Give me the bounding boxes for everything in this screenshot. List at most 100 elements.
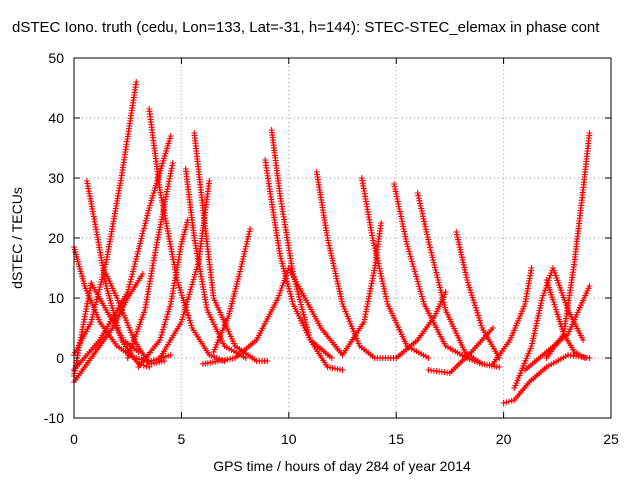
data-point-marker [161, 321, 168, 328]
series-pass-20 [285, 220, 385, 358]
data-point-marker [158, 331, 165, 338]
series-pass-17 [199, 265, 292, 367]
y-tick-label: 40 [48, 110, 64, 126]
data-point-marker [297, 298, 304, 305]
data-point-marker [133, 253, 140, 260]
data-point-marker [423, 228, 430, 235]
data-point-marker [167, 352, 174, 358]
y-tick-label: 30 [48, 170, 64, 186]
series-pass-28 [511, 265, 587, 391]
series-pass-30 [543, 277, 589, 361]
data-point-marker [425, 236, 432, 243]
data-point-marker [326, 242, 333, 249]
data-point-marker [417, 200, 423, 207]
series-pass-23 [393, 289, 449, 361]
data-point-marker [426, 241, 433, 248]
data-point-marker [528, 265, 535, 271]
chart-title: dSTEC Iono. truth (cedu, Lon=133, Lat=-3… [12, 19, 600, 36]
data-point-marker [178, 289, 185, 296]
data-point-marker [139, 230, 146, 237]
data-point-marker [206, 178, 213, 184]
data-point-marker [378, 275, 385, 282]
data-point-marker [184, 309, 191, 316]
data-point-marker [130, 266, 137, 273]
data-point-marker [136, 243, 143, 250]
data-point-marker [137, 238, 144, 245]
y-tick-label: 10 [48, 290, 64, 306]
data-point-marker [421, 218, 428, 225]
data-point-marker [325, 237, 331, 244]
data-point-marker [586, 283, 593, 289]
y-tick-label: 0 [56, 350, 64, 366]
data-point-marker [500, 400, 507, 406]
data-point-marker [166, 303, 173, 310]
data-point-marker [247, 226, 254, 232]
data-point-marker [464, 279, 471, 286]
data-point-marker [460, 261, 467, 268]
data-point-marker [414, 190, 421, 196]
data-point-marker [306, 331, 312, 338]
y-tick-label: 50 [48, 50, 64, 66]
series-pass-12 [191, 130, 271, 364]
series-pass-29 [543, 130, 593, 361]
data-point-marker [144, 210, 151, 217]
data-point-marker [163, 313, 170, 320]
data-point-marker [378, 220, 385, 226]
data-point-marker [299, 306, 306, 313]
series-group [71, 79, 593, 406]
x-tick-labels: 0 5 10 15 20 25 [70, 431, 619, 447]
data-point-marker [580, 337, 587, 343]
data-point-marker [139, 271, 146, 277]
series-pass-25 [425, 325, 496, 376]
data-point-marker [382, 290, 389, 297]
series-pass-31 [522, 283, 593, 373]
y-tick-labels: -10 0 10 20 30 40 50 [44, 50, 64, 426]
data-point-marker [304, 326, 311, 333]
data-point-marker [427, 244, 433, 251]
data-point-marker [156, 337, 163, 343]
series-pass-18 [313, 169, 400, 361]
data-point-marker [471, 299, 478, 306]
data-point-marker [339, 367, 346, 373]
data-point-marker [458, 251, 465, 258]
data-point-marker [538, 300, 545, 307]
data-point-marker [135, 349, 142, 355]
data-point-marker [422, 223, 429, 230]
data-point-marker [159, 329, 166, 336]
data-point-marker [167, 173, 174, 180]
series-line [492, 267, 533, 365]
data-point-marker [453, 231, 460, 238]
series-pass-27 [489, 265, 535, 367]
series-pass-9 [124, 160, 176, 361]
x-tick-label: 5 [178, 431, 186, 447]
data-point-marker [421, 221, 428, 228]
data-point-marker [187, 319, 194, 326]
data-point-marker [133, 79, 140, 85]
series-pass-13 [156, 178, 213, 361]
data-point-marker [302, 319, 309, 326]
data-point-marker [425, 355, 432, 361]
data-point-marker [533, 320, 540, 327]
data-point-marker [288, 295, 295, 302]
axis-ticks [73, 57, 612, 419]
data-point-marker [474, 309, 481, 316]
data-point-marker [164, 311, 171, 318]
series-pass-6 [71, 133, 174, 373]
data-point-marker [419, 210, 426, 217]
data-point-marker [425, 239, 432, 246]
data-point-marker [166, 178, 172, 185]
series-pass-16 [268, 127, 346, 373]
data-point-marker [415, 192, 422, 199]
data-point-marker [368, 283, 375, 289]
data-point-marker [327, 250, 334, 257]
data-point-marker [418, 208, 425, 215]
data-point-marker [167, 133, 174, 139]
data-point-marker [129, 271, 136, 278]
series-pass-24 [453, 229, 503, 361]
data-point-marker [418, 205, 425, 212]
data-point-marker [496, 364, 503, 370]
data-point-marker [160, 326, 166, 333]
data-point-marker [468, 289, 474, 296]
x-tick-label: 15 [388, 431, 404, 447]
